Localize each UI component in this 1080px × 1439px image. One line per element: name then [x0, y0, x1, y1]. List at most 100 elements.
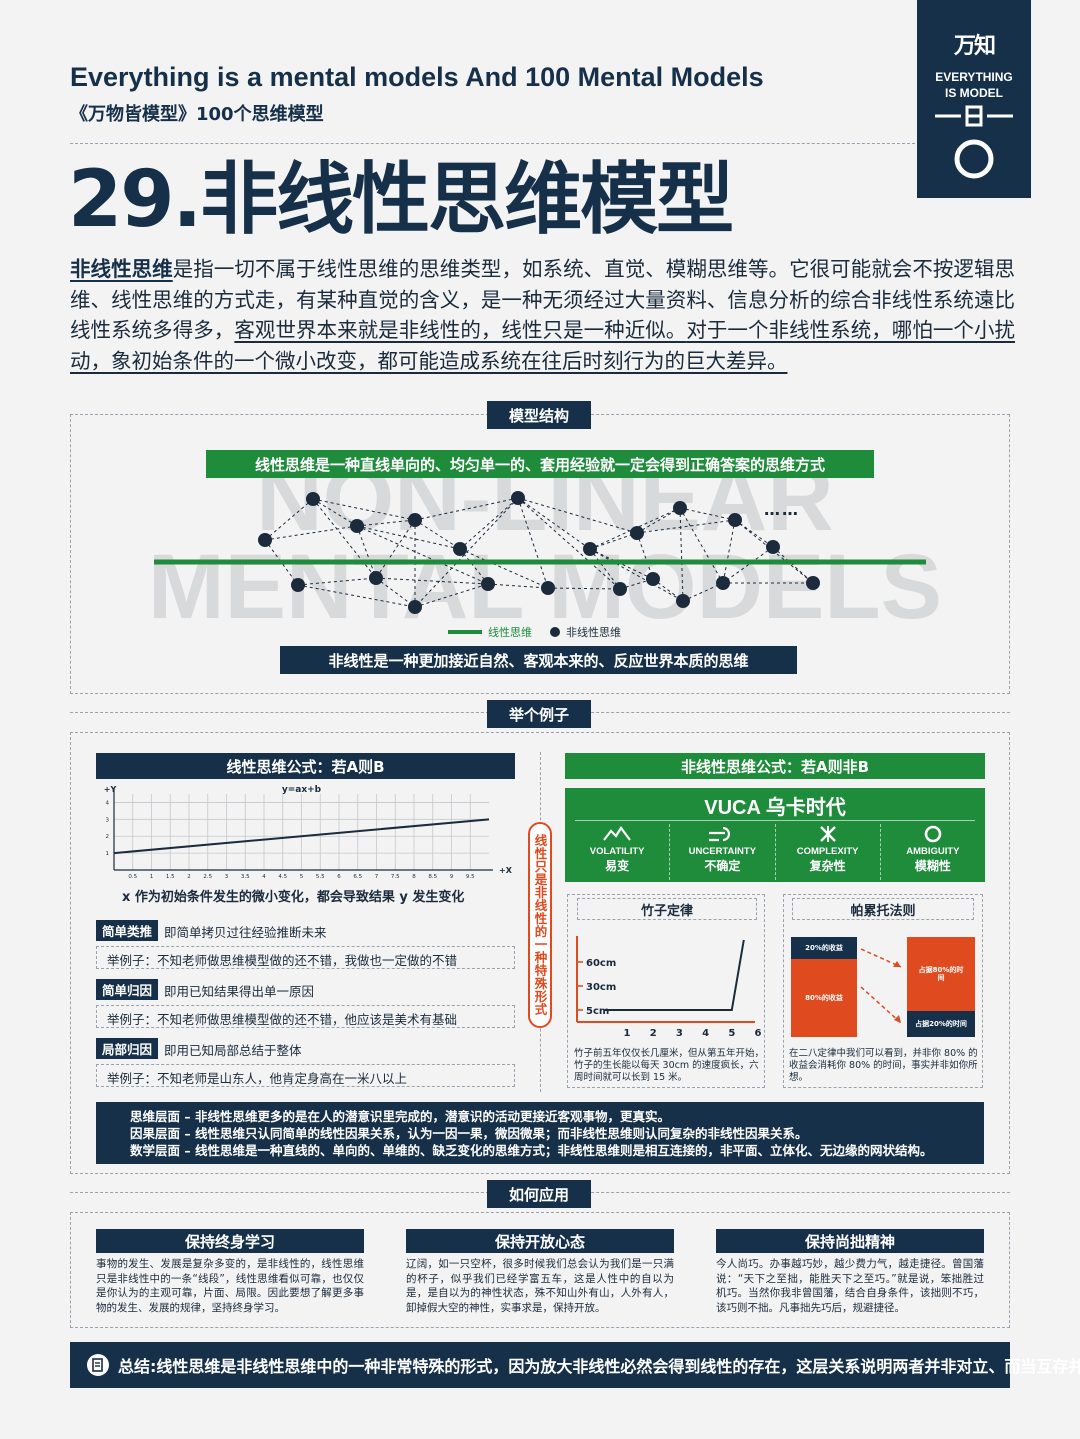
- network-node: [306, 492, 320, 506]
- network-edge: [722, 519, 736, 584]
- mountain-icon: [603, 826, 632, 841]
- x-tick-label: 8.5: [428, 874, 437, 880]
- network-edge: [722, 546, 774, 584]
- nonlinear-header: 非线性思维公式：若A则非B: [565, 753, 985, 779]
- network-edge: [375, 577, 416, 608]
- bamboo-x-tick: 4: [702, 1028, 709, 1039]
- network-diagram: [154, 491, 926, 614]
- network-edge: [264, 498, 314, 541]
- network-edge: [636, 507, 681, 534]
- network-edge: [375, 577, 489, 585]
- application-panel: [70, 1212, 1010, 1328]
- network-edge: [459, 548, 489, 585]
- pareto-right-bottom-label: 占据20%的时间: [915, 1020, 967, 1028]
- linear-items: 简单类推 即简单拷贝过往经验推断未来 举例子：不知老师做思维模型做的还不错，我做也一…: [96, 918, 515, 1095]
- network-edge: [636, 519, 736, 534]
- vuca-cn: 易变: [605, 859, 630, 873]
- vuca-title-rule: [575, 820, 975, 821]
- x-tick-label: 6.5: [353, 874, 362, 880]
- application-title: 保持终身学习: [96, 1229, 364, 1253]
- pareto-right-bottom: 占据20%的时间: [907, 1011, 975, 1037]
- header-divider: [70, 143, 915, 144]
- bamboo-y-tick: 60cm: [586, 958, 616, 969]
- pareto-note: 在二八定律中我们可以看到，并非你 80% 的收益会消耗你 80% 的时间，事实并…: [789, 1048, 978, 1083]
- network-edge: [414, 583, 489, 608]
- vuca-item: AMBIGUITY 模糊性: [881, 824, 985, 880]
- x-axis-label: +X: [499, 866, 513, 875]
- level-line: 因果层面 – 线性思维只认同简单的线性因果关系，认为一因一果，微因微果；而非线性…: [130, 1126, 808, 1141]
- network-node: [716, 576, 730, 590]
- network-edge: [297, 577, 377, 586]
- pareto-left-top: 20%的收益: [791, 937, 857, 959]
- network-node: [291, 578, 305, 592]
- network-node: [408, 513, 422, 527]
- network-edge: [312, 498, 416, 521]
- application-title: 保持尚拙精神: [716, 1229, 984, 1253]
- vuca-en: COMPLEXITY: [796, 846, 859, 857]
- network-edge: [679, 507, 736, 521]
- linear-item-example: 举例子：不知老师是山东人，他肯定身高在一米八以上: [96, 1064, 515, 1087]
- application-card: 保持终身学习事物的发生、发展是复杂多变的，是非线性的，线性思维只是非线性中的一条…: [96, 1229, 364, 1315]
- linear-item-tag: 局部归因: [96, 1038, 158, 1059]
- intro-underline-1: 客观世界本来就是非线性的，线性只是一种近似。: [234, 318, 687, 342]
- pareto-arrows: [860, 948, 902, 1024]
- header-subtitle: 《万物皆模型》100个思维模型: [70, 104, 324, 125]
- section-tag-structure: 模型结构: [487, 401, 591, 429]
- logo-line2: IS MODEL: [944, 86, 1003, 100]
- header-title-en: Everything is a mental models And 100 Me…: [70, 62, 764, 92]
- linear-item-example: 举例子：不知老师做思维模型做的还不错，我做也一定做的不错: [96, 946, 515, 969]
- vuca-panel: VUCA 乌卡时代 VOLATILITY 易变 UNCERTAINTY 不确定 COMP…: [565, 788, 985, 882]
- page-title: 29.非线性思维模型: [68, 155, 734, 245]
- summary-bar: 总结:线性思维是非线性思维中的一种非常特殊的形式，因为放大非线性必然会得到线性的…: [70, 1342, 1080, 1388]
- chart-title: y=ax+b: [282, 785, 322, 795]
- x-tick-label: 1.5: [166, 874, 175, 880]
- x-tick-label: 4.5: [278, 874, 287, 880]
- bamboo-title: 竹子定律: [577, 898, 757, 920]
- network-node: [673, 501, 687, 515]
- x-tick-label: 0.5: [128, 874, 137, 880]
- y-tick-label: 2: [106, 834, 110, 840]
- structure-top-banner: 线性思维是一种直线单向的、均匀单一的、套用经验就一定会得到正确答案的思维方式: [206, 450, 874, 478]
- logo-mark-icon: [935, 105, 1013, 179]
- vuca-item: VOLATILITY 易变: [565, 824, 671, 880]
- network-node: [350, 519, 364, 533]
- network-node: [806, 576, 820, 590]
- side-vertical-label: 线性只是非线性的一种特殊形式: [528, 822, 552, 1028]
- x-tick-label: 2.5: [203, 874, 212, 880]
- vuca-en: AMBIGUITY: [906, 846, 960, 857]
- level-line: 思维层面 – 非线性思维更多的是在人的潜意识里完成的，潜意识的活动更接近客观事物…: [130, 1109, 670, 1124]
- legend-linear-label: 线性思维: [488, 626, 532, 639]
- network-edge: [487, 583, 549, 589]
- series-line: [113, 818, 490, 855]
- side-vertical-text: 线性只是非线性的一种特殊形式: [532, 834, 548, 1016]
- vuca-title: VUCA 乌卡时代: [704, 796, 846, 819]
- network-edge: [356, 519, 416, 527]
- intro-paragraph: 非线性思维是指一切不属于线性思维的思维类型，如系统、直觉、模糊思维等。它很可能就…: [70, 254, 1015, 376]
- network-edge: [356, 525, 377, 579]
- section-tag-application: 如何应用: [487, 1180, 591, 1208]
- vuca-cn: 不确定: [704, 859, 741, 873]
- bamboo-note: 竹子前五年仅仅长几厘米，但从第五年开始，竹子的生长能以每天 30cm 的速度疯长…: [574, 1048, 765, 1083]
- network-node: [258, 533, 272, 547]
- bamboo-x-tick: 3: [676, 1028, 683, 1039]
- network-node: [630, 526, 644, 540]
- y-tick-label: 3: [106, 817, 110, 823]
- network-edge: [517, 497, 549, 589]
- bamboo-y-tick: 30cm: [586, 982, 616, 993]
- vuca-cn: 复杂性: [809, 859, 846, 873]
- network-node: [541, 581, 555, 595]
- pareto-left-top-label: 20%的收益: [805, 944, 843, 952]
- linear-item: 简单类推 即简单拷贝过往经验推断未来 举例子：不知老师做思维模型做的还不错，我做也一…: [96, 918, 515, 977]
- x-tick-label: 7: [375, 874, 379, 880]
- network-edge: [414, 519, 461, 550]
- x-tick-label: 3.5: [241, 874, 250, 880]
- application-text: 事物的发生、发展是复杂多变的，是非线性的，线性思维只是非线性中的一条“线段”，线…: [96, 1258, 364, 1314]
- legend-dot-swatch: [550, 627, 560, 637]
- note-icon: [87, 1354, 109, 1376]
- network-edge: [414, 497, 519, 521]
- network-node: [728, 513, 742, 527]
- network-edge: [356, 525, 461, 550]
- summary-text: 总结:线性思维是非线性思维中的一种非常特殊的形式，因为放大非线性必然会得到线性的…: [118, 1357, 1080, 1376]
- network-ellipsis: ……: [764, 500, 800, 519]
- network-edge: [414, 497, 519, 608]
